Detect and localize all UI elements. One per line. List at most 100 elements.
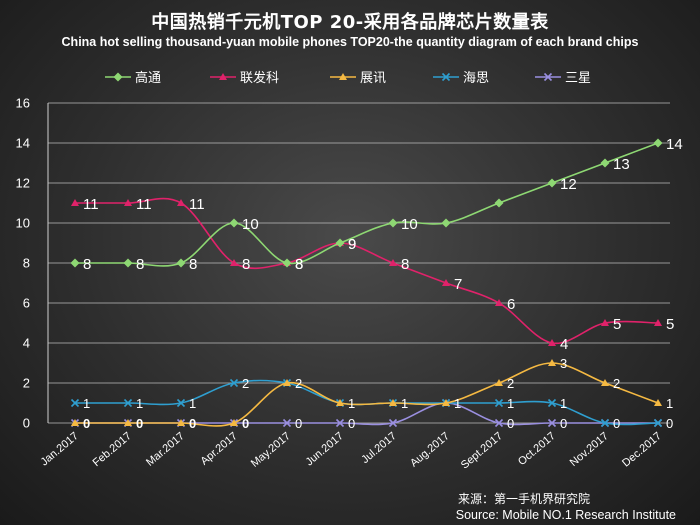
- source-cn: 来源：第一手机界研究院: [457, 492, 590, 506]
- legend-label: 三星: [565, 71, 591, 86]
- data-label: 1: [348, 396, 355, 411]
- legend-label: 联发科: [240, 70, 279, 86]
- series-3: [71, 359, 662, 427]
- y-tick-label: 8: [23, 256, 30, 271]
- data-label: 0: [189, 416, 196, 431]
- data-point: [600, 158, 610, 168]
- data-label: 8: [83, 256, 91, 273]
- data-point: [653, 138, 663, 148]
- data-point: [177, 419, 185, 426]
- legend-marker: [113, 72, 123, 82]
- data-point: [548, 359, 556, 366]
- data-label: 0: [295, 416, 302, 431]
- data-point: [123, 258, 133, 268]
- data-label: 0: [83, 416, 90, 431]
- data-label: 2: [295, 376, 302, 391]
- data-point: [388, 218, 398, 228]
- data-label: 2: [613, 376, 620, 391]
- data-point: [230, 419, 238, 426]
- chart-subtitle: China hot selling thousand-yuan mobile p…: [61, 35, 639, 49]
- data-label: 8: [401, 256, 409, 273]
- data-label: 1: [666, 396, 673, 411]
- data-label: 0: [348, 416, 355, 431]
- data-label: 8: [189, 256, 197, 273]
- data-point: [282, 418, 292, 428]
- legend-label: 高通: [135, 70, 161, 86]
- data-point: [70, 258, 80, 268]
- source-en: Source: Mobile NO.1 Research Institute: [455, 508, 676, 522]
- data-point: [177, 199, 185, 206]
- data-point: [495, 299, 503, 306]
- legend-label: 展讯: [360, 71, 386, 86]
- data-point: [229, 218, 239, 228]
- x-tick-label: Aug.2017: [408, 430, 452, 469]
- data-point: [601, 319, 609, 326]
- y-tick-label: 6: [23, 296, 30, 311]
- data-point: [124, 199, 132, 206]
- legend-marker: [219, 73, 227, 80]
- data-point: [548, 339, 556, 346]
- data-label: 1: [189, 396, 196, 411]
- data-label: 7: [454, 276, 462, 293]
- data-point: [441, 218, 451, 228]
- data-point: [442, 399, 450, 406]
- data-point: [71, 419, 79, 426]
- series-line: [75, 402, 658, 426]
- data-point: [442, 279, 450, 286]
- data-point: [600, 418, 610, 428]
- data-label: 6: [507, 296, 515, 313]
- data-point: [494, 418, 504, 428]
- data-label: 8: [242, 256, 250, 273]
- data-label: 0: [560, 416, 567, 431]
- x-tick-label: Oct.2017: [516, 430, 558, 468]
- data-label: 9: [348, 236, 356, 253]
- data-point: [123, 398, 133, 408]
- data-label: 13: [613, 156, 630, 173]
- data-label: 5: [613, 316, 621, 333]
- data-point: [335, 238, 345, 248]
- data-label: 8: [136, 256, 144, 273]
- legend-label: 海思: [463, 71, 489, 86]
- series-line: [75, 197, 659, 345]
- data-label: 3: [560, 356, 567, 371]
- data-label: 2: [507, 376, 514, 391]
- data-label: 11: [189, 196, 205, 213]
- data-point: [71, 199, 79, 206]
- data-point: [336, 399, 344, 406]
- legend-marker: [339, 73, 347, 80]
- data-label: 11: [83, 196, 99, 213]
- data-point: [389, 259, 397, 266]
- data-label: 5: [666, 316, 674, 333]
- data-label: 4: [560, 336, 568, 353]
- y-tick-label: 4: [23, 336, 30, 351]
- data-label: 0: [136, 416, 143, 431]
- data-point: [229, 378, 239, 388]
- data-point: [389, 399, 397, 406]
- data-point: [388, 418, 398, 428]
- x-tick-label: Sept.2017: [459, 430, 505, 471]
- data-point: [176, 398, 186, 408]
- data-point: [176, 258, 186, 268]
- data-point: [495, 379, 503, 386]
- data-label: 14: [666, 136, 683, 153]
- data-label: 10: [401, 216, 418, 233]
- series-1: [70, 138, 663, 268]
- series-line: [75, 379, 659, 426]
- x-tick-label: Jul.2017: [359, 430, 399, 466]
- y-tick-label: 2: [23, 376, 30, 391]
- x-tick-label: Apr.2017: [198, 430, 239, 468]
- x-tick-label: Dec.2017: [620, 430, 664, 469]
- y-tick-label: 16: [16, 96, 30, 111]
- series-line: [75, 362, 659, 427]
- data-label: 1: [560, 396, 567, 411]
- data-label: 1: [454, 396, 461, 411]
- data-point: [654, 319, 662, 326]
- chart-title: 中国热销千元机TOP 20-采用各品牌芯片数量表: [151, 12, 549, 33]
- data-point: [283, 379, 291, 386]
- data-label: 12: [560, 176, 577, 193]
- data-point: [601, 379, 609, 386]
- data-point: [230, 259, 238, 266]
- x-tick-label: Jan.2017: [39, 430, 81, 468]
- series-4: [70, 378, 663, 428]
- data-label: 9: [348, 236, 356, 253]
